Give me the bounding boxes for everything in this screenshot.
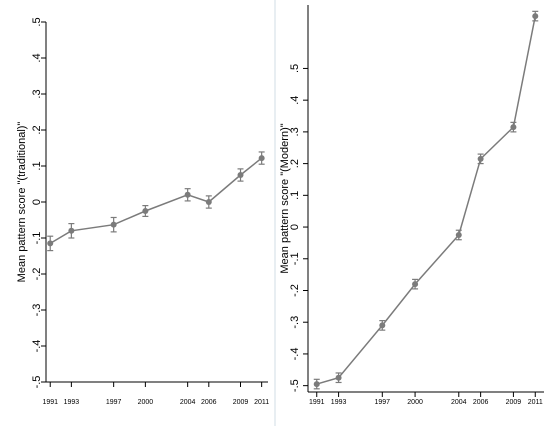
- data-point: [142, 208, 149, 214]
- y-tick-label: -.5: [289, 379, 301, 392]
- x-tick-label: 2009: [233, 399, 249, 406]
- y-tick-label: -.1: [289, 252, 301, 265]
- chart-traditional: .5 .4 .3 .2 .1 0 -.1 -.2 -.3 -.4 -.5 1991 1993 1997 20…: [16, 17, 269, 406]
- y-tick-label: -.4: [31, 340, 43, 353]
- y-tick-label: .4: [289, 96, 301, 105]
- y-tick-label: -.3: [289, 316, 301, 329]
- chart-panel-traditional: .5 .4 .3 .2 .1 0 -.1 -.2 -.3 -.4 -.5 1991 1993 1997 20…: [0, 0, 274, 426]
- data-point: [477, 155, 484, 162]
- data-point: [184, 191, 191, 198]
- y-tick-label: .2: [31, 125, 43, 134]
- x-tick-label: 1991: [309, 399, 325, 406]
- data-point: [455, 231, 462, 238]
- data-point: [68, 227, 75, 234]
- y-tick-label: -.3: [31, 304, 43, 317]
- x-tick-label: 2011: [254, 399, 269, 406]
- y-tick-label: .3: [31, 89, 43, 98]
- x-tick-label: 2004: [451, 399, 467, 406]
- data-point: [258, 155, 265, 162]
- y-axis-label: Mean pattern score "(Modern)": [279, 123, 291, 273]
- y-tick-label: .5: [31, 17, 43, 26]
- chart-panel-modern: .5 .4 .3 .2 .1 0 -.1 -.2 -.3 -.4 -.5 1991 1993 1997 20…: [276, 0, 550, 426]
- data-point: [47, 240, 54, 247]
- y-tick-label: .1: [289, 191, 301, 200]
- data-point: [510, 124, 517, 131]
- x-tick-label: 2004: [180, 399, 196, 406]
- data-point: [532, 13, 539, 20]
- data-point: [379, 322, 386, 329]
- data-point: [110, 221, 117, 228]
- x-tick-label: 1997: [106, 399, 122, 406]
- y-tick-label: -.5: [31, 376, 43, 389]
- y-axis-label: Mean pattern score "(traditional)": [16, 122, 28, 283]
- x-tick-label: 1993: [331, 399, 347, 406]
- x-tick-label: 2009: [506, 399, 522, 406]
- chart-modern: .5 .4 .3 .2 .1 0 -.1 -.2 -.3 -.4 -.5 1991 1993 1997 20…: [279, 5, 544, 406]
- x-tick-label: 2006: [201, 399, 217, 406]
- series-line: [49, 157, 263, 245]
- y-tick-label: -.1: [31, 232, 43, 245]
- data-point: [412, 281, 419, 288]
- y-tick-label: -.2: [289, 284, 301, 297]
- y-tick-label: -.4: [289, 348, 301, 361]
- x-tick-label: 2000: [138, 399, 154, 406]
- data-point: [313, 381, 320, 388]
- y-tick-label: .4: [31, 53, 43, 62]
- x-tick-label: 2006: [473, 399, 489, 406]
- y-tick-label: .3: [289, 127, 301, 136]
- x-tick-label: 1997: [375, 399, 391, 406]
- y-tick-label: .1: [31, 161, 43, 170]
- x-tick-label: 2000: [407, 399, 423, 406]
- data-point: [335, 374, 342, 381]
- x-tick-label: 1993: [64, 399, 80, 406]
- y-tick-label: 0: [31, 199, 43, 205]
- series-line: [316, 15, 536, 385]
- y-tick-label: 0: [289, 224, 301, 230]
- y-tick-label: .2: [289, 159, 301, 168]
- y-tick-label: -.2: [31, 268, 43, 281]
- data-point: [205, 199, 212, 205]
- data-point: [237, 172, 244, 178]
- y-tick-label: .5: [289, 64, 301, 73]
- x-tick-label: 1991: [42, 399, 58, 406]
- x-tick-label: 2011: [528, 399, 543, 406]
